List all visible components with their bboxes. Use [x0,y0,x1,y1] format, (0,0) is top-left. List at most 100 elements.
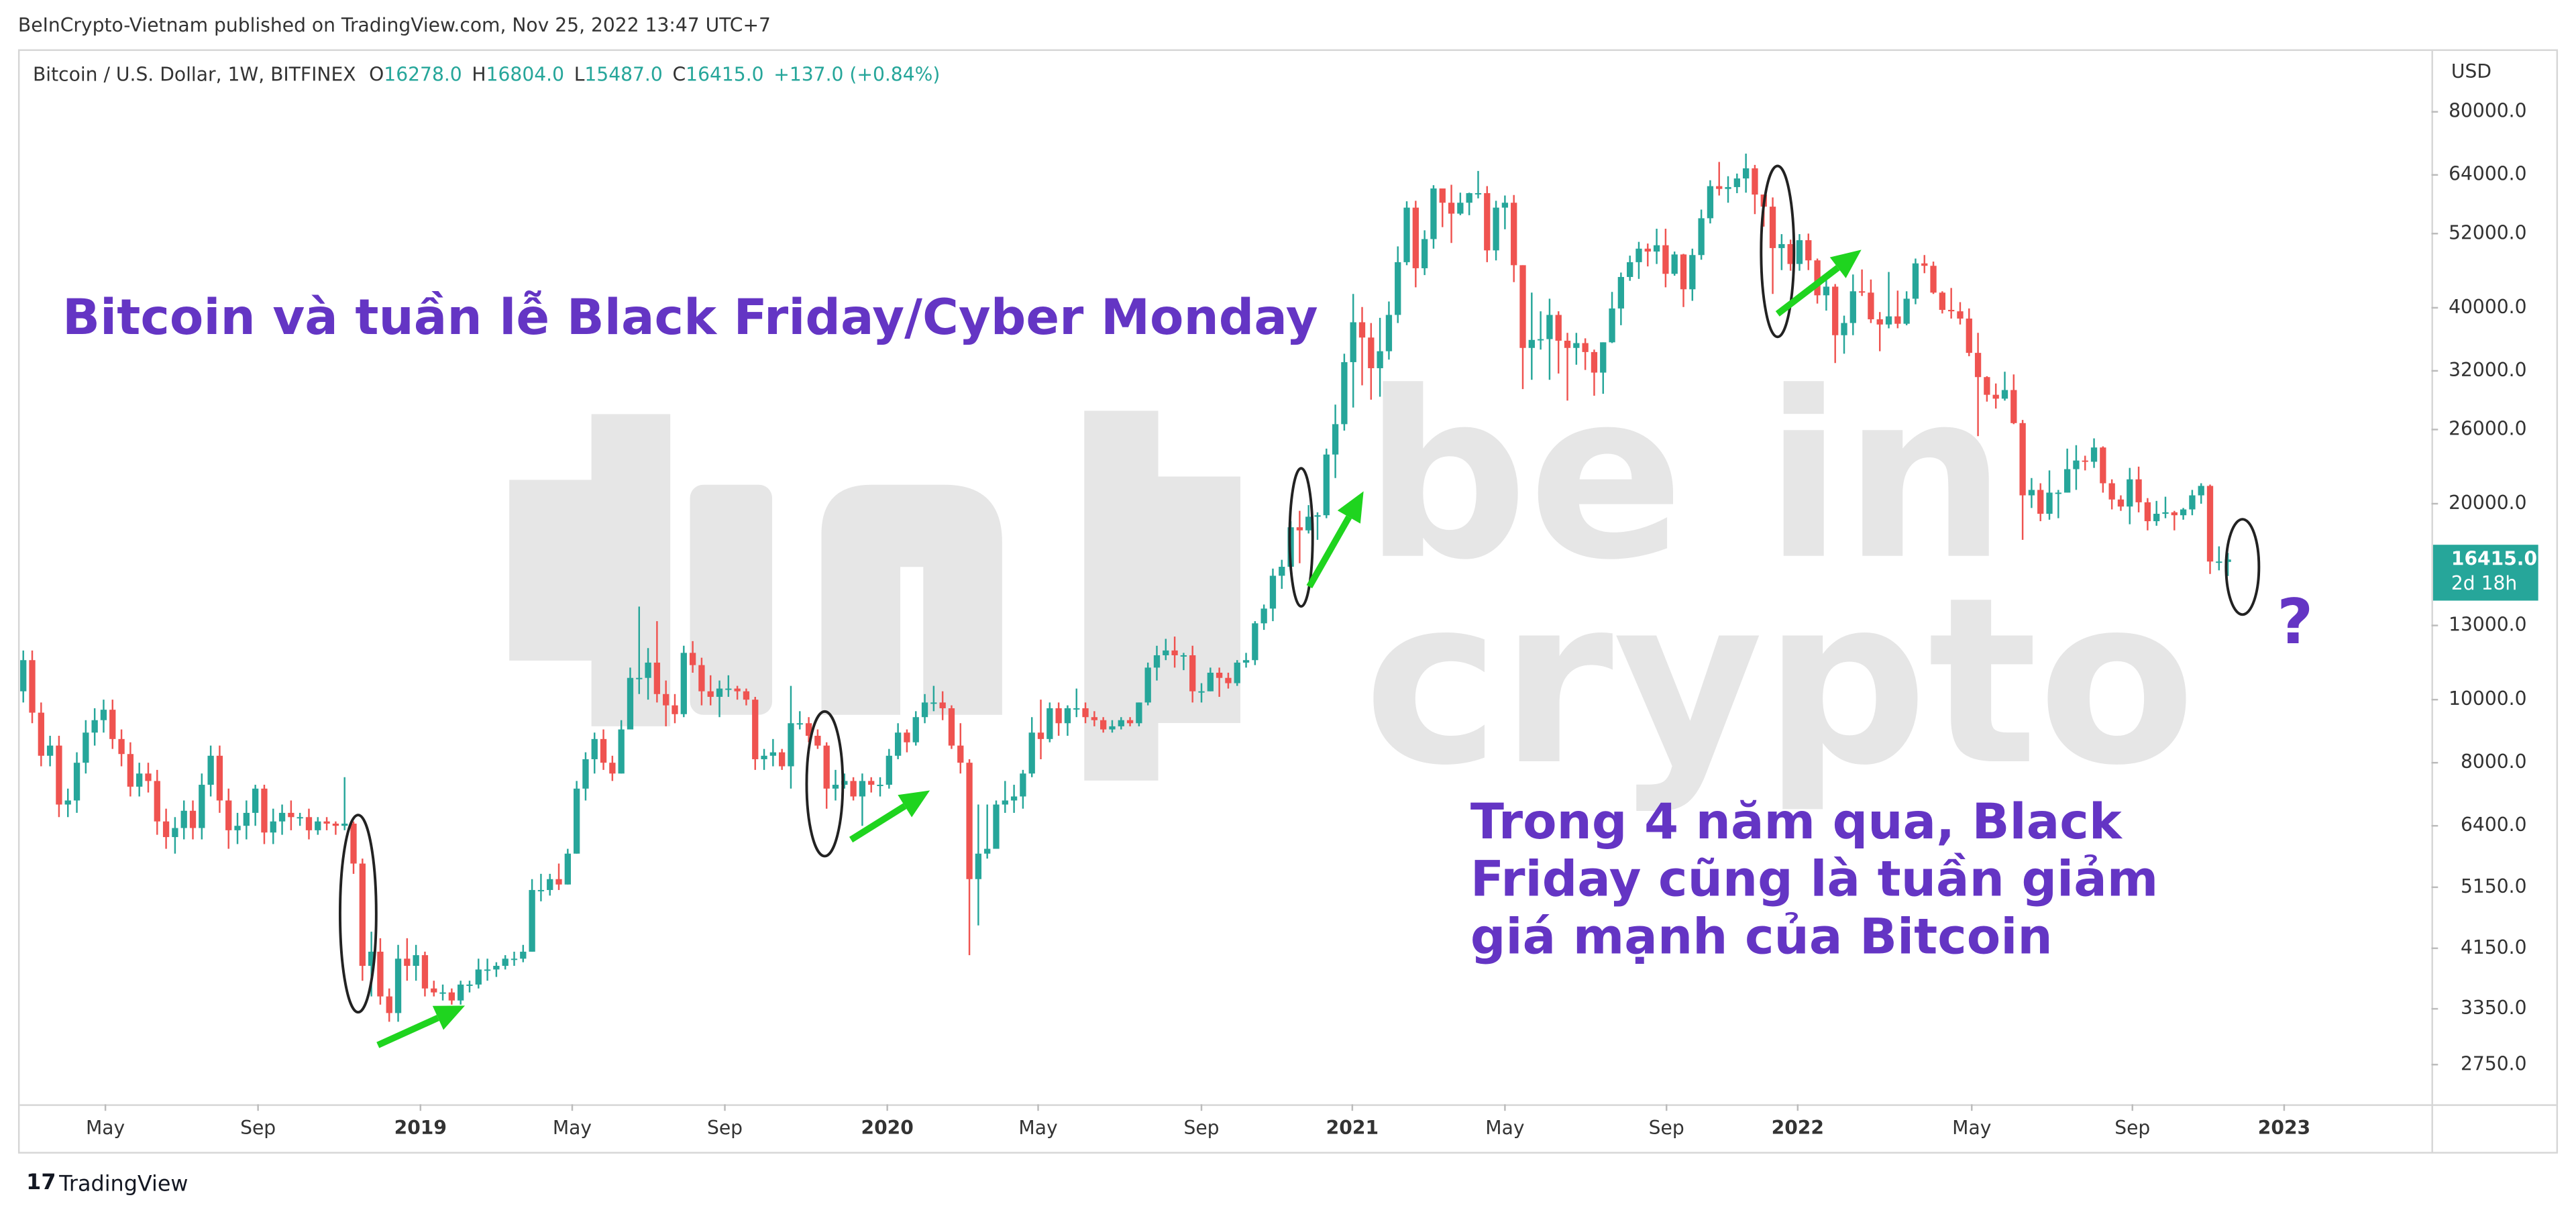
candle-body [1752,168,1758,195]
arrow-head [1829,250,1862,278]
candle-body [180,810,187,828]
candle-body [966,763,973,879]
candle-body [921,702,928,718]
candle-body [1198,691,1205,693]
arrow-shaft [376,1015,439,1048]
candle-body [2010,390,2017,423]
candle-body [261,788,268,833]
x-tick-label: May [86,1117,125,1139]
candle-body [127,754,134,787]
candle-body [894,732,902,756]
candle-body [814,736,821,746]
candle-body [1555,315,1562,341]
candle-body [1064,708,1071,724]
candle-body [1635,248,1642,262]
candle-body [1002,800,1008,805]
candle-body [1082,708,1089,718]
y-tick-label: 40000.0 [2449,296,2526,318]
highlight-ellipse [805,710,845,858]
arrow-head [898,790,930,818]
candle-body [1778,243,1785,248]
candle-body [2037,490,2044,514]
candle-body [1671,254,1678,274]
candle-body [591,738,598,759]
candle-body [91,720,98,733]
candle-body [1118,720,1124,726]
candle-body [788,723,794,767]
candle-body [841,781,848,785]
candle-body [1207,672,1214,692]
arrow-head [432,1005,466,1030]
candle-body [859,781,866,797]
candle-body [1225,677,1232,683]
x-tick-label: Sep [1649,1117,1684,1139]
logo-n [821,484,1002,715]
tv-logo: 𝟭𝟳 [26,1169,56,1195]
candle-body [1279,567,1285,576]
candle-body [162,821,170,838]
candle-body [769,752,777,756]
candle-body [618,729,625,774]
candle-body [172,828,178,838]
candle-body [796,723,803,725]
candle-body [2090,447,2098,462]
candle-body [1939,292,1946,311]
candle-body [672,705,678,714]
candle-body [725,688,732,690]
candle-body [1216,672,1223,678]
candle-body [1180,655,1187,657]
candle-body [761,755,767,759]
candle-body [1305,516,1312,531]
candle-body [600,738,607,763]
candle-body [1385,315,1393,351]
candle-body [234,826,241,830]
candle-body [1412,207,1419,268]
symbol: Bitcoin / U.S. Dollar, 1W, BITFINEX [33,64,356,86]
legend-value: 15487.0 [584,64,662,86]
legend-key: O [369,64,384,86]
highlight-ellipse [1288,467,1314,608]
candle-body [439,992,446,994]
candle-body [805,723,812,736]
candle-body [1395,262,1401,315]
candle-body [64,800,71,805]
candle-body [689,653,696,665]
candle-body [1020,773,1026,797]
candle-body [421,955,429,989]
candle-body [1091,717,1098,720]
candle-body [297,817,303,819]
candle-body [1260,608,1267,624]
candle-body [1885,316,1892,325]
chart-frame [17,49,2559,1154]
candle-body [2224,559,2231,562]
candle-body [1448,203,1455,214]
candle-body [1493,207,1499,251]
candle-body [1974,353,1982,378]
candle-body [216,755,223,801]
candle-body [1358,322,1366,338]
candle-body [939,702,946,708]
candle-body [2198,486,2204,496]
y-tick-label: 20000.0 [2449,492,2526,514]
candle-body [1073,708,1080,710]
candle-body [394,958,402,1013]
candle-body [1439,188,1446,203]
candle-body [1573,343,1580,348]
y-tick-label: 3350.0 [2461,997,2527,1019]
x-tick-label: May [1952,1117,1991,1139]
candle-body [1823,286,1830,296]
y-tick-label: 2750.0 [2461,1052,2527,1074]
candle-body [189,810,197,828]
candle-body [154,781,160,822]
candle-body [698,665,705,692]
y-tick-label: 13000.0 [2449,614,2526,636]
candle-body [1912,263,1919,299]
currency-label: USD [2451,60,2491,82]
candle-body [368,951,375,966]
candle-body [645,662,651,678]
candle-body [29,660,36,713]
candle-body [1430,188,1437,239]
x-tick-label: May [553,1117,592,1139]
candle-body [1046,708,1053,739]
candle-body [413,955,419,966]
